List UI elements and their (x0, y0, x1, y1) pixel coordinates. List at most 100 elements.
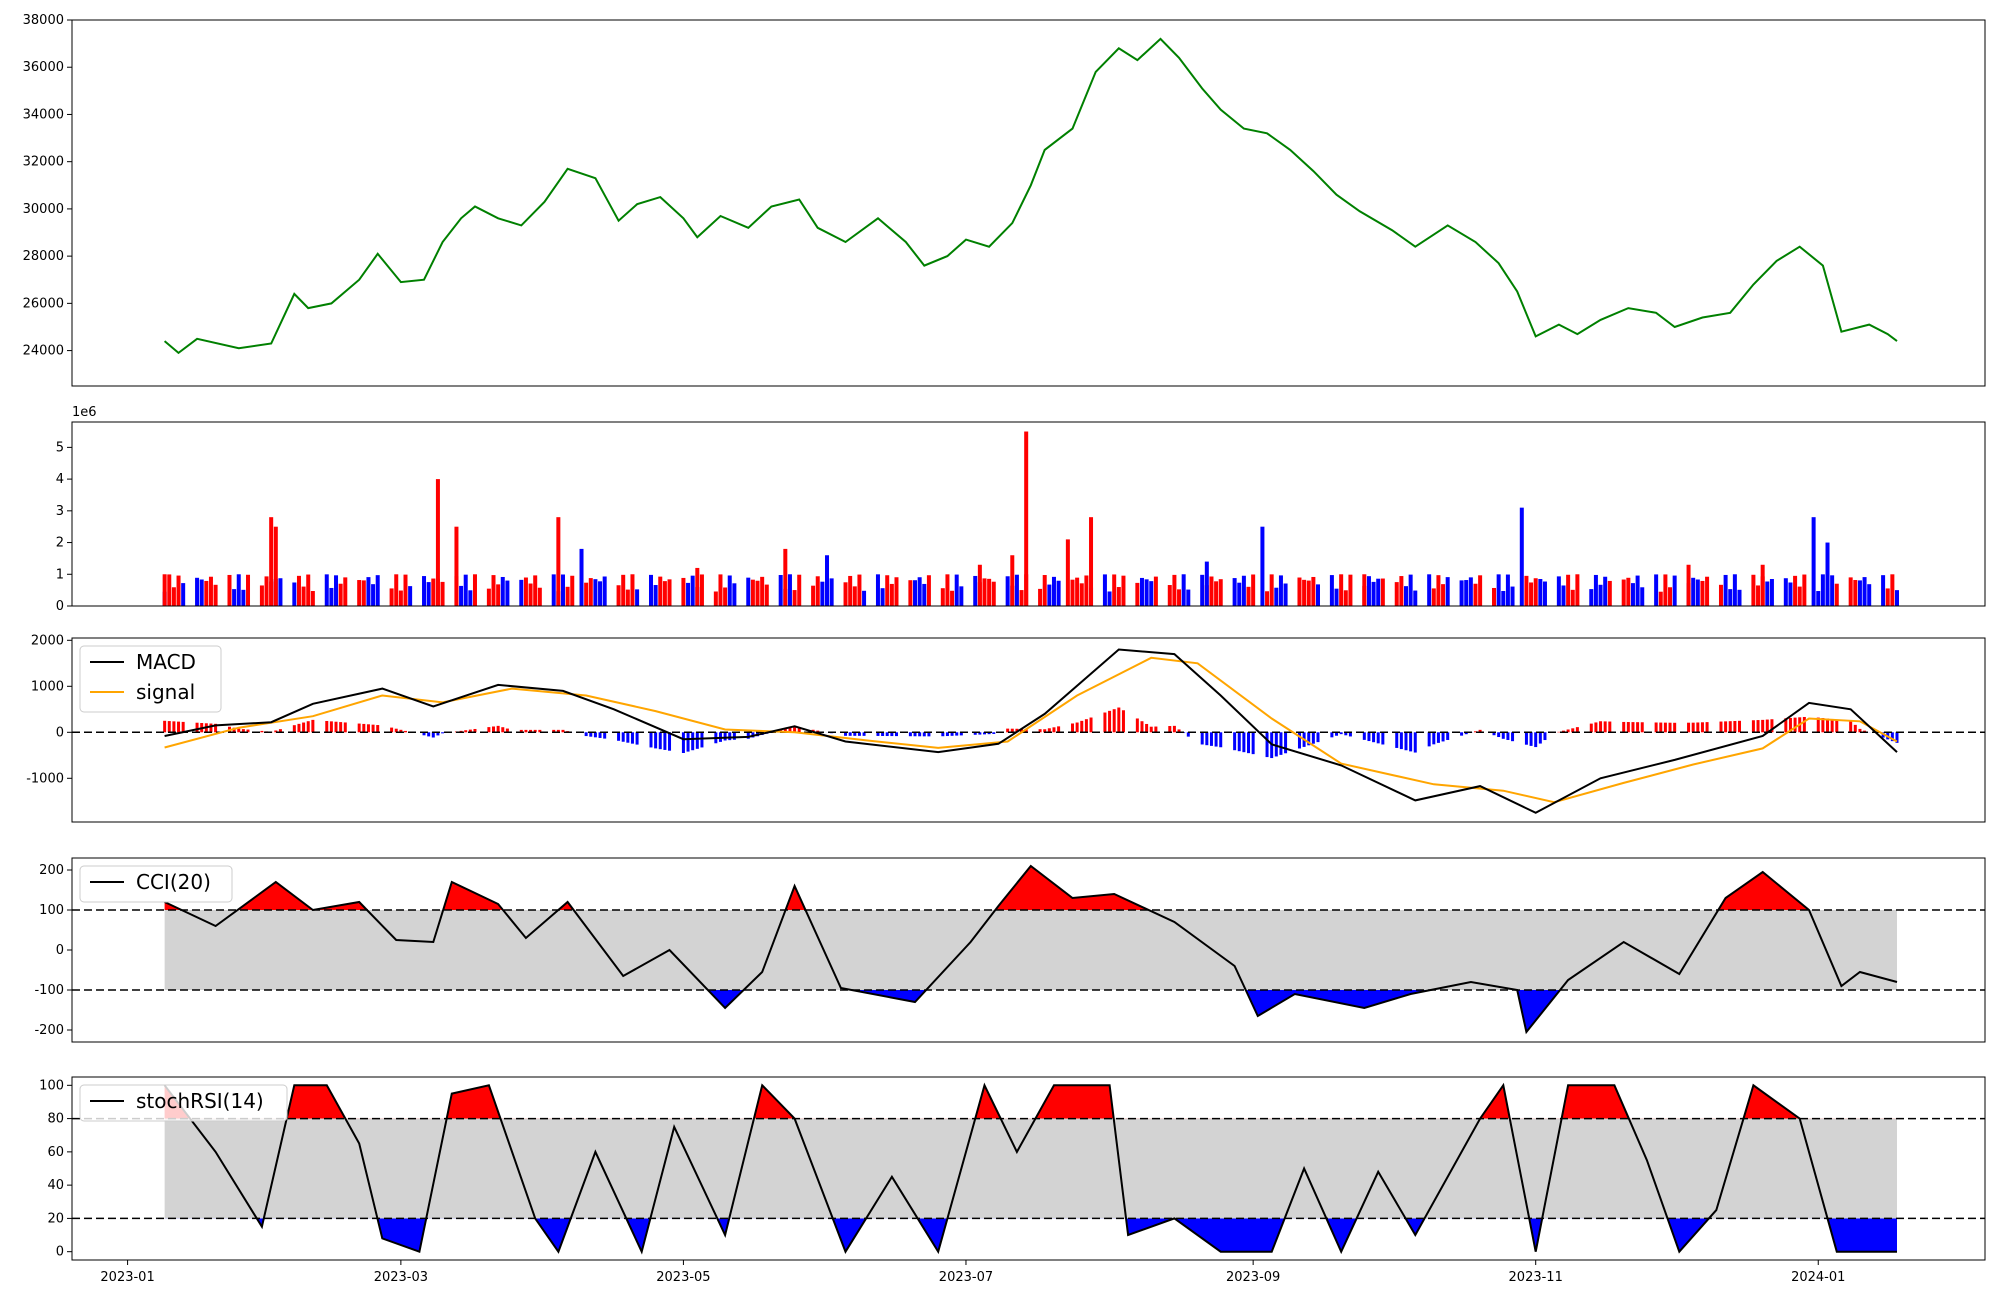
volume-bar (1315, 584, 1320, 606)
macd-histogram-bar (1673, 722, 1677, 733)
volume-bar (1788, 582, 1793, 606)
volume-bar (1691, 577, 1696, 606)
macd-histogram-bar (1622, 721, 1626, 733)
volume-bar (889, 583, 894, 606)
volume-bar (584, 582, 589, 606)
volume-bar (1139, 577, 1144, 606)
volume-bar (1857, 580, 1862, 606)
volume-bar (1121, 575, 1126, 606)
macd-histogram-bar (1121, 710, 1125, 733)
macd-histogram-bar (1770, 719, 1774, 733)
volume-bar (1334, 588, 1339, 606)
volume-bar (746, 577, 751, 606)
stochrsi-frame (71, 1076, 1986, 1261)
macd-histogram-bar (630, 732, 634, 744)
volume-bar (551, 574, 556, 606)
stochrsi-line (163, 1082, 1897, 1255)
volume-bar (1172, 574, 1177, 606)
macd-histogram-bar (1784, 718, 1788, 733)
volume-bar (1394, 582, 1399, 606)
x-tick-label: 2023-05 (656, 1270, 710, 1285)
volume-bar (1556, 576, 1561, 606)
volume-bar (1496, 574, 1501, 606)
volume-bar (1362, 574, 1367, 606)
volume-bar (1519, 507, 1524, 606)
macd-histogram-bar (908, 732, 912, 737)
cci-ytick-label: -100 (34, 983, 64, 998)
volume-bar (264, 576, 269, 606)
macd-histogram-bar (436, 732, 440, 736)
macd-histogram-bar (561, 729, 565, 733)
volume-bar (625, 589, 630, 606)
signal-line (164, 656, 1898, 804)
stochrsi-ytick-label: 0 (56, 1245, 64, 1260)
macd-histogram-bar (246, 729, 250, 733)
macd-legend-label: signal (136, 680, 195, 704)
stochrsi-oversold-fill (256, 1218, 1897, 1252)
volume-bar (1630, 583, 1635, 606)
volume-bar (259, 585, 264, 606)
macd-histogram-bar (297, 723, 301, 733)
volume-bar (1047, 584, 1052, 606)
macd-histogram-bar (1497, 732, 1501, 738)
macd-histogram-bar (635, 732, 639, 745)
macd-histogram-bar (1761, 719, 1765, 733)
volume-bar (1561, 585, 1566, 606)
macd-histogram-bar (1719, 721, 1723, 733)
macd-histogram-bar (913, 732, 917, 737)
macd-histogram-bar (593, 732, 597, 738)
macd-frame (71, 637, 1986, 823)
macd-histogram-bar (1705, 722, 1709, 733)
volume-bar (579, 548, 584, 606)
macd-histogram-bar (1145, 723, 1149, 733)
volume-bar (1589, 589, 1594, 606)
volume-bar (857, 574, 862, 606)
volume-bar (862, 590, 867, 606)
volume-bar (292, 582, 297, 606)
volume-bar (1075, 577, 1080, 606)
volume-bar (1533, 578, 1538, 606)
macd-histogram-bar (1728, 721, 1732, 733)
macd-histogram-bar (181, 721, 185, 733)
macd-histogram-bar (1140, 721, 1144, 733)
macd-histogram-bar (1733, 720, 1737, 733)
volume-bar (787, 574, 792, 606)
volume-bar (334, 575, 339, 606)
volume-bar (1005, 576, 1010, 606)
macd-histogram-bar (177, 721, 181, 733)
macd-legend-label: MACD (136, 650, 196, 674)
macd-histogram-bar (1826, 718, 1830, 733)
volume-bar (894, 577, 899, 606)
macd-histogram-bar (1835, 719, 1839, 733)
x-axis: 2023-01 2023-03 2023-05 2023-07 2023-09 2023-… (100, 1260, 1845, 1285)
volume-bar (926, 575, 931, 606)
macd-histogram-bar (357, 723, 361, 733)
macd-histogram-bar (617, 732, 621, 741)
macd-histogram-bar (1339, 732, 1343, 735)
volume-bar (422, 576, 427, 606)
x-tick-label: 2023-03 (374, 1270, 428, 1285)
volume-bar (1200, 574, 1205, 606)
macd-histogram-bar (876, 732, 880, 736)
macd-histogram-bar (422, 732, 426, 736)
volume-bar (1010, 555, 1015, 606)
macd-histogram-bar (1265, 732, 1269, 758)
macd-histogram-bar (366, 724, 370, 733)
macd-ytick-label: 0 (56, 725, 64, 740)
volume-bar (820, 581, 825, 606)
volume-bar (1760, 564, 1765, 606)
volume-bar (1538, 579, 1543, 606)
cci-legend-box (79, 865, 233, 903)
macd-histogram-bar (992, 732, 996, 734)
volume-bar (1737, 589, 1742, 606)
volume-bar (236, 574, 241, 606)
macd-histogram-bar (524, 729, 528, 733)
macd-histogram-bar (441, 732, 445, 734)
macd-histogram-bar (1186, 732, 1190, 737)
volume-bar (1640, 587, 1645, 606)
macd-histogram-bar (1297, 732, 1301, 749)
volume-bar (1478, 575, 1483, 606)
volume-bar (440, 581, 445, 606)
volume-bar (459, 585, 464, 606)
volume-bar (1214, 581, 1219, 606)
